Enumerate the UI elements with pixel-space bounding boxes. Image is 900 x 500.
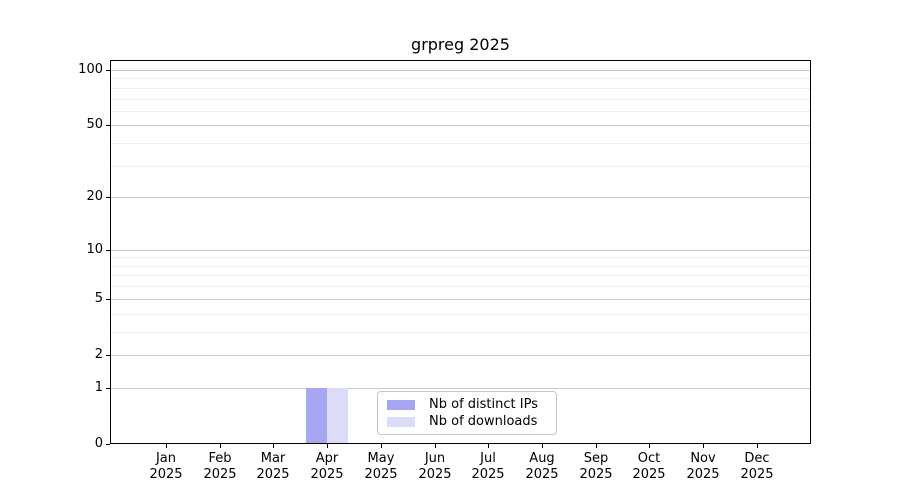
gridline-major [111,388,810,389]
x-tick-label: Jul 2025 [471,451,505,482]
gridline-minor [111,314,810,315]
x-tick-label: Sep 2025 [579,451,613,482]
gridline-minor [111,143,810,144]
legend-label-downloads: Nb of downloads [429,414,538,429]
x-tick-mark [327,444,328,448]
y-tick-mark [106,197,110,198]
legend-item-distinct-ips: Nb of distinct IPs [387,397,547,412]
x-tick-mark [757,444,758,448]
x-tick-label: Aug 2025 [525,451,559,482]
legend: Nb of distinct IPs Nb of downloads [377,391,557,435]
y-tick-mark [106,125,110,126]
gridline-major [111,250,810,251]
gridline-minor [111,166,810,167]
x-tick-mark [273,444,274,448]
bar-apr-distinct-ips [306,388,327,444]
y-tick-label: 0 [94,436,103,451]
legend-swatch-distinct-ips-icon [387,399,415,410]
gridline-minor [111,78,810,79]
y-tick-label: 1 [94,380,103,395]
y-tick-label: 50 [86,117,103,132]
x-tick-mark [703,444,704,448]
legend-swatch-downloads-icon [387,416,415,427]
gridline-minor [111,257,810,258]
gridline-minor [111,275,810,276]
legend-item-downloads: Nb of downloads [387,414,547,429]
y-tick-label: 10 [86,242,103,257]
gridline-minor [111,286,810,287]
x-tick-mark [488,444,489,448]
gridline-major [111,125,810,126]
y-tick-mark [106,70,110,71]
x-tick-mark [649,444,650,448]
gridline-minor [111,88,810,89]
x-tick-label: Nov 2025 [686,451,720,482]
gridline-major [111,70,810,71]
y-tick-label: 2 [94,347,103,362]
gridline-minor [111,332,810,333]
x-tick-mark [381,444,382,448]
gridline-major [111,355,810,356]
y-tick-label: 100 [78,62,103,77]
gridline-minor [111,266,810,267]
x-tick-label: Apr 2025 [310,451,344,482]
x-tick-mark [542,444,543,448]
y-tick-mark [106,250,110,251]
x-tick-label: May 2025 [364,451,398,482]
y-tick-mark [106,444,110,445]
x-tick-mark [435,444,436,448]
y-tick-label: 20 [86,189,103,204]
x-tick-label: Oct 2025 [632,451,666,482]
y-tick-mark [106,355,110,356]
gridline-minor [111,99,810,100]
x-tick-mark [596,444,597,448]
x-tick-label: Dec 2025 [740,451,774,482]
y-tick-mark [106,388,110,389]
bar-apr-downloads [327,388,348,444]
x-tick-label: Jun 2025 [418,451,452,482]
y-tick-mark [106,299,110,300]
gridline-minor [111,111,810,112]
x-tick-label: Feb 2025 [203,451,237,482]
gridline-major [111,299,810,300]
x-tick-label: Mar 2025 [256,451,290,482]
chart-title: grpreg 2025 [411,35,510,54]
y-tick-label: 5 [94,291,103,306]
x-tick-label: Jan 2025 [149,451,183,482]
x-tick-mark [166,444,167,448]
legend-label-distinct-ips: Nb of distinct IPs [429,397,538,412]
gridline-major [111,197,810,198]
x-tick-mark [220,444,221,448]
